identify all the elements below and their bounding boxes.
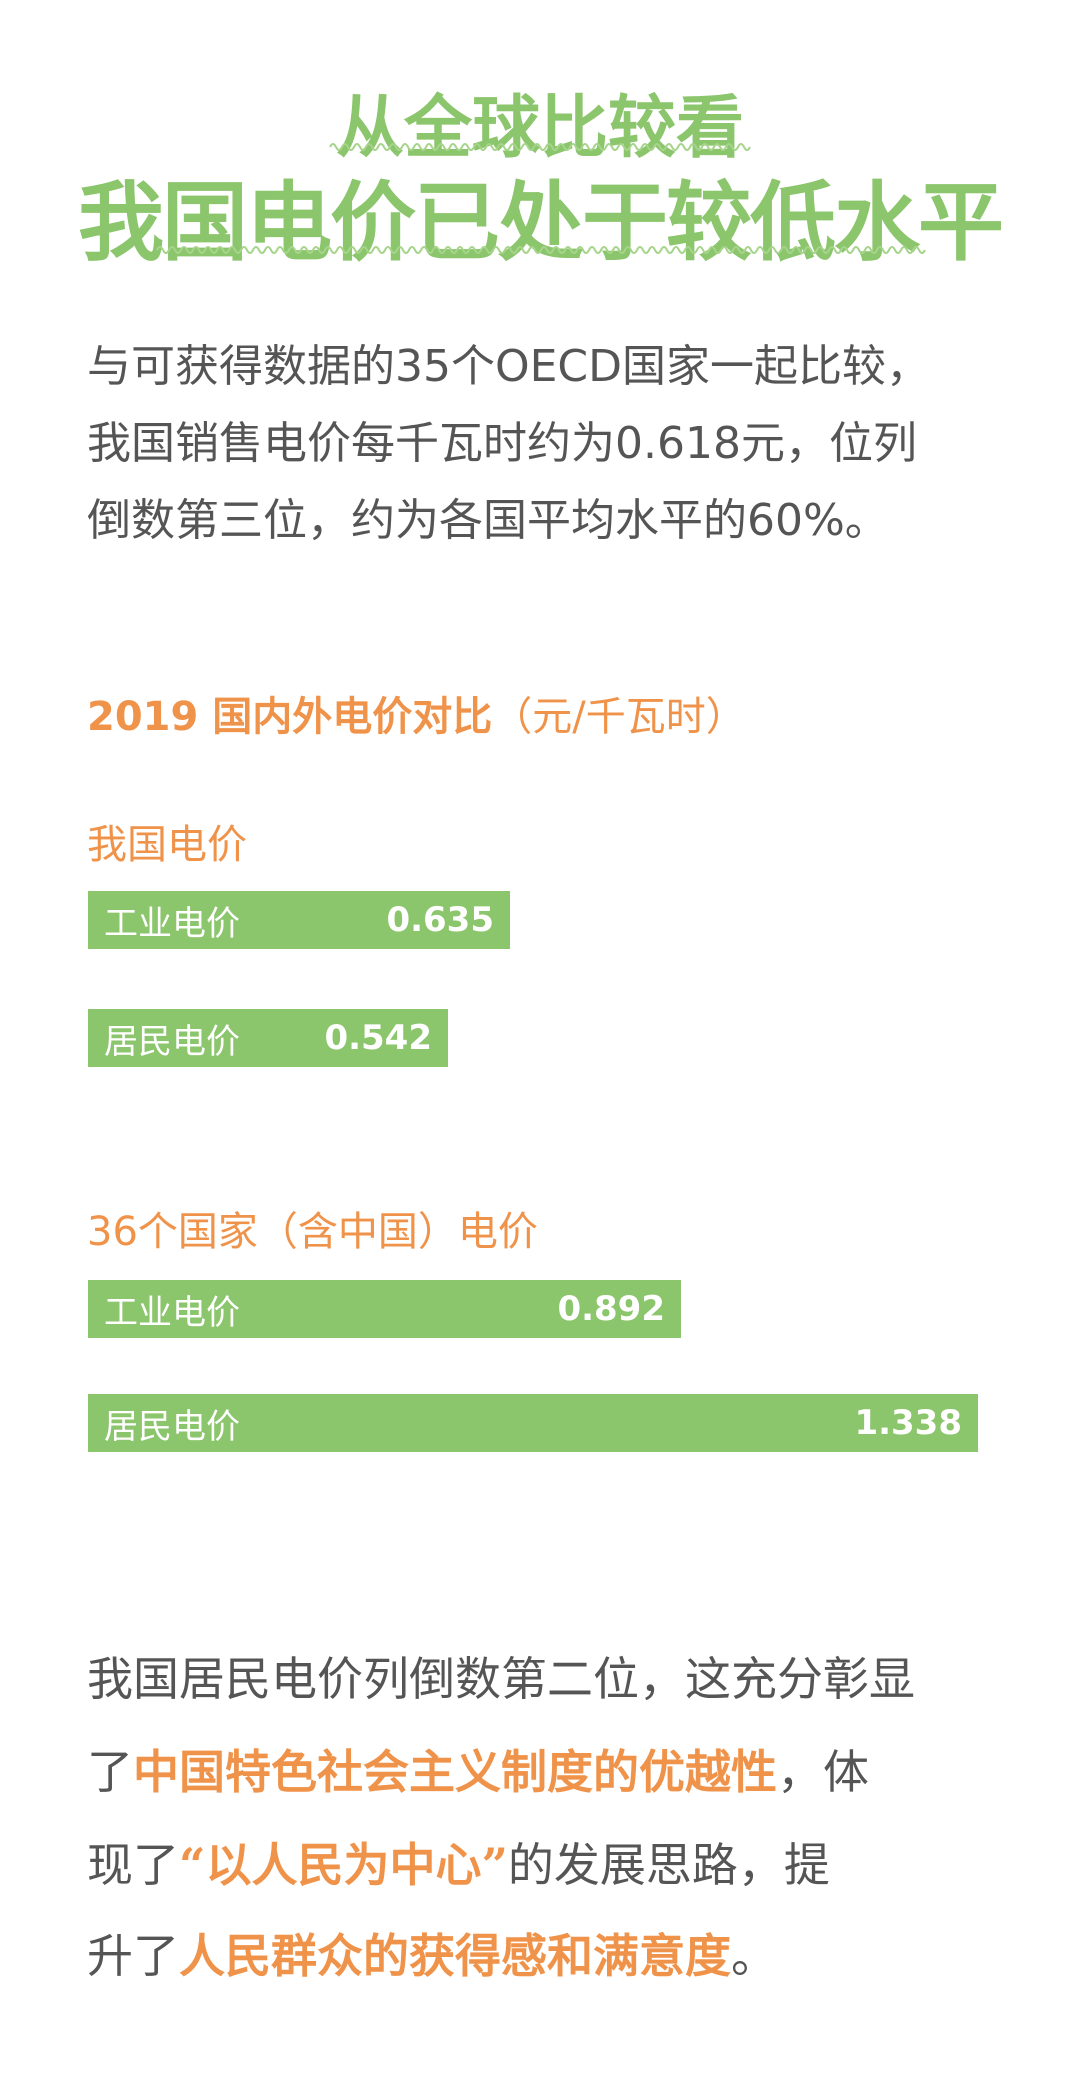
bar-label: 工业电价 — [104, 903, 240, 944]
intro-line: 我国销售电价每千瓦时约为0.618元，位列 — [87, 418, 917, 469]
text: ，体 — [777, 1745, 869, 1799]
title-line-2: 我国电价已处于较低水平 — [78, 173, 1004, 273]
bar-label: 居民电价 — [104, 1021, 240, 1062]
text: 升了 — [87, 1929, 179, 1983]
bar-value: 0.892 — [557, 1289, 665, 1329]
bar-china-residential: 居民电价 0.542 — [88, 1009, 448, 1067]
bar-value: 0.635 — [386, 900, 494, 940]
text: 现了 — [87, 1838, 179, 1892]
group-title-36-countries: 36个国家（含中国）电价 — [87, 1209, 538, 1255]
bar-value: 1.338 — [854, 1403, 962, 1443]
intro-line: 倒数第三位，约为各国平均水平的60%。 — [87, 495, 889, 546]
wavy-divider-2 — [156, 246, 926, 254]
conclusion-line-4: 升了人民群众的获得感和满意度。 — [87, 1920, 777, 1986]
bar-value: 0.542 — [324, 1018, 432, 1058]
text: 的发展思路，提 — [507, 1838, 830, 1892]
bar-label: 工业电价 — [104, 1292, 240, 1333]
text: 了 — [87, 1745, 133, 1799]
bar-36-industrial: 工业电价 0.892 — [88, 1280, 681, 1338]
chart-title: 2019 国内外电价对比（元/千瓦时） — [87, 684, 746, 742]
bar-label: 居民电价 — [104, 1406, 240, 1447]
highlight: “以人民为中心” — [179, 1838, 508, 1892]
wavy-divider-1 — [329, 143, 751, 151]
title-line-1: 从全球比较看 — [335, 89, 744, 168]
bar-china-industrial: 工业电价 0.635 — [88, 891, 510, 949]
bar-36-residential: 居民电价 1.338 — [88, 1394, 978, 1452]
highlight: 中国特色社会主义制度的优越性 — [133, 1745, 777, 1799]
text: 。 — [731, 1929, 777, 1983]
group-title-china: 我国电价 — [87, 822, 247, 868]
conclusion-line-3: 现了“以人民为中心”的发展思路，提 — [87, 1829, 830, 1895]
intro-line: 与可获得数据的35个OECD国家一起比较， — [87, 341, 931, 392]
chart-unit: （元/千瓦时） — [492, 694, 746, 740]
chart-title-text: 2019 国内外电价对比 — [87, 694, 493, 740]
conclusion-line-2: 了中国特色社会主义制度的优越性，体 — [87, 1736, 869, 1802]
conclusion-line-1: 我国居民电价列倒数第二位，这充分彰显 — [87, 1652, 915, 1706]
highlight: 人民群众的获得感和满意度 — [179, 1929, 731, 1983]
